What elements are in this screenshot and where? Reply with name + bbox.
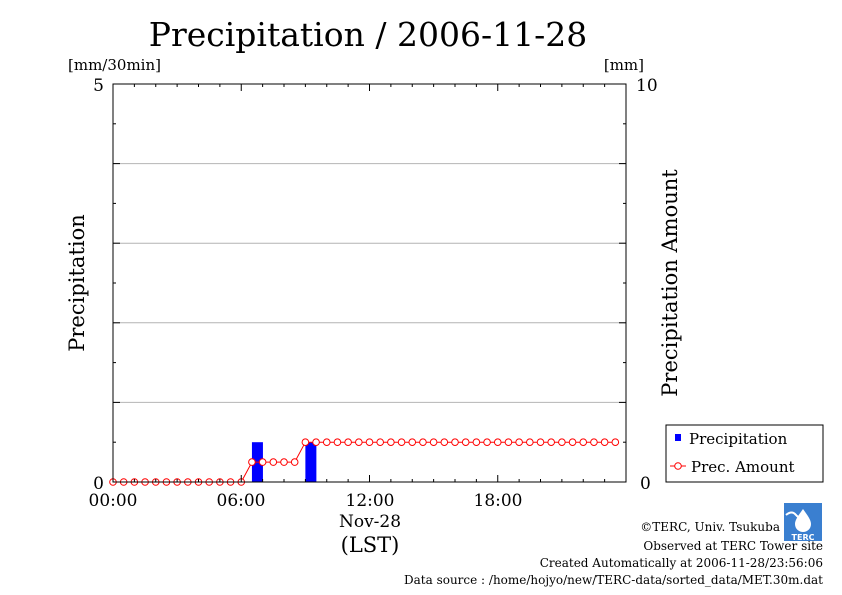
- amount-point-31: [440, 438, 449, 447]
- right-ytick-top: 10: [636, 76, 658, 96]
- amount-point-43: [568, 438, 577, 447]
- amount-point-25: [376, 438, 384, 447]
- logo-drop: [795, 509, 811, 532]
- right-ytick-bottom: 0: [640, 474, 651, 494]
- amount-point-35: [483, 438, 491, 447]
- amount-point-26: [387, 438, 395, 447]
- amount-point-30: [429, 438, 438, 447]
- amount-point-47: [611, 438, 620, 447]
- gridlines: [113, 163, 626, 403]
- amount-line: [113, 441, 616, 483]
- left-ytick-top: 5: [93, 76, 104, 96]
- amount-point-41: [547, 438, 555, 447]
- amount-point-18: [301, 438, 310, 447]
- logo-wave: [785, 511, 807, 519]
- xtick-label-18: 18:00: [474, 491, 523, 511]
- left-axis-unit: [mm/30min]: [68, 56, 161, 74]
- amount-point-33: [461, 438, 470, 447]
- legend-amount-label: Prec. Amount: [691, 458, 795, 476]
- footer-created: Created Automatically at 2006-11-28/23:5…: [540, 556, 823, 570]
- footer-source: Data source : /home/hojyo/new/TERC-data/…: [404, 573, 823, 587]
- chart-title: Precipitation / 2006-11-28: [149, 15, 587, 54]
- amount-point-28: [408, 438, 417, 447]
- amount-point-19: [312, 438, 320, 447]
- footer-copyright: ©TERC, Univ. Tsukuba: [640, 520, 780, 534]
- amount-point-14: [258, 458, 267, 466]
- amount-point-45: [590, 438, 598, 447]
- amount-point-20: [322, 438, 331, 447]
- amount-point-16: [280, 458, 288, 466]
- amount-point-17: [290, 458, 299, 466]
- footer-observed: Observed at TERC Tower site: [643, 539, 823, 553]
- amount-point-44: [579, 438, 588, 447]
- x-timezone-label: (LST): [341, 533, 400, 557]
- plot-frame: [112, 83, 627, 483]
- amount-point-39: [526, 438, 534, 447]
- amount-point-15: [269, 458, 278, 466]
- legend-precipitation-label: Precipitation: [689, 430, 788, 448]
- x-date-label: Nov-28: [339, 512, 401, 532]
- amount-point-36: [493, 438, 502, 447]
- amount-point-34: [472, 438, 481, 447]
- left-axis-label: Precipitation: [65, 214, 89, 352]
- xtick-label-0: 00:00: [89, 491, 138, 511]
- amount-point-38: [515, 438, 523, 447]
- legend-amount-marker: [674, 462, 682, 470]
- amount-point-37: [504, 438, 513, 447]
- precipitation-bar-18: [305, 442, 317, 482]
- amount-point-21: [333, 438, 342, 447]
- logo-text: TERC: [792, 533, 815, 542]
- terc-logo: TERC: [784, 503, 822, 542]
- amount-point-27: [397, 438, 406, 447]
- amount-point-13: [248, 458, 256, 466]
- x-axis-ticks: [112, 84, 627, 482]
- amount-point-46: [600, 438, 609, 447]
- amount-series: [109, 438, 620, 486]
- legend-precipitation-swatch: [675, 434, 681, 441]
- amount-point-32: [451, 438, 459, 447]
- amount-point-24: [365, 438, 374, 447]
- right-axis-unit: [mm]: [604, 56, 644, 74]
- legend-box: [665, 424, 824, 483]
- amount-point-40: [536, 438, 545, 447]
- amount-point-29: [419, 438, 427, 447]
- amount-point-22: [344, 438, 352, 447]
- xtick-label-12: 12:00: [346, 491, 395, 511]
- left-ytick-bottom: 0: [93, 474, 104, 494]
- right-axis-label: Precipitation Amount: [658, 169, 682, 397]
- amount-point-23: [355, 438, 363, 447]
- amount-point-42: [558, 438, 566, 447]
- y-axis-ticks: [113, 83, 626, 483]
- legend: Precipitation Prec. Amount: [665, 424, 824, 483]
- xtick-label-6: 06:00: [217, 491, 266, 511]
